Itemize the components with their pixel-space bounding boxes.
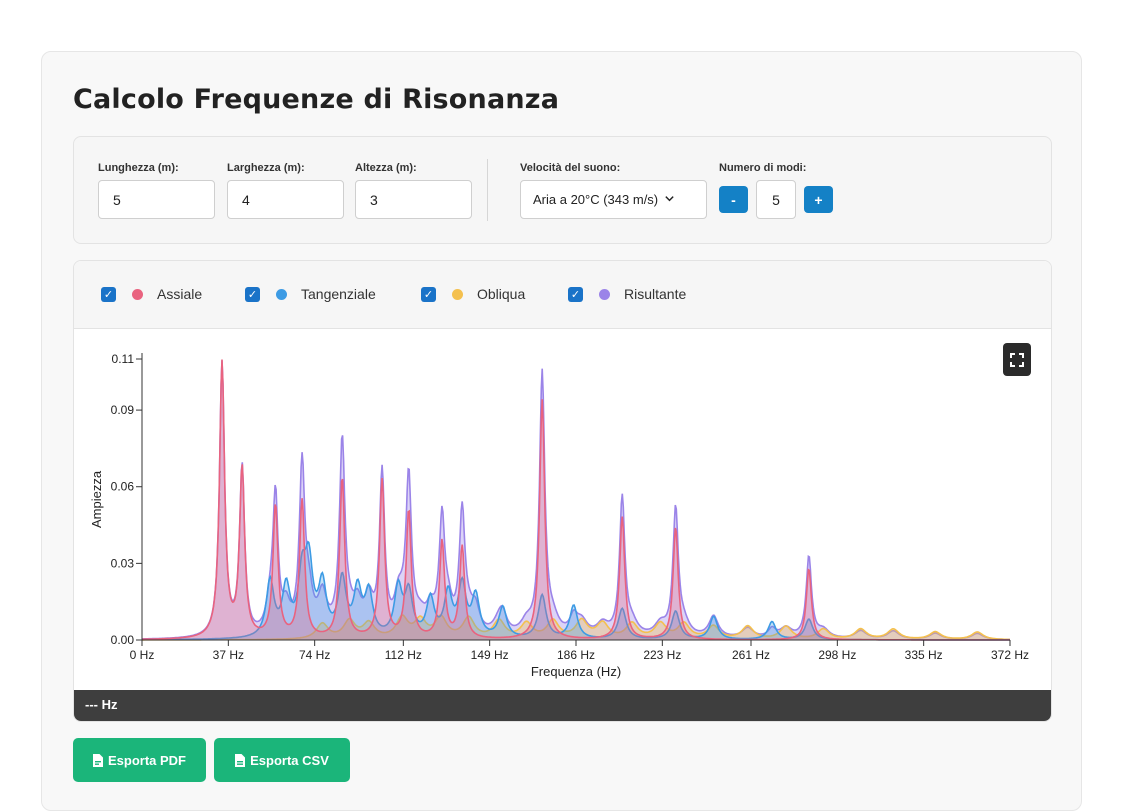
export-pdf-button[interactable]: Esporta PDF	[73, 738, 206, 782]
height-field: Altezza (m):	[355, 162, 472, 219]
sound-speed-field: Velocità del suono: Aria a 20°C (343 m/s…	[520, 162, 707, 219]
export-csv-label: Esporta CSV	[250, 752, 329, 768]
x-tick-label: 74 Hz	[299, 648, 330, 662]
x-tick-label: 112 Hz	[385, 648, 422, 662]
file-csv-icon	[235, 753, 246, 767]
tangenziale-color-dot	[276, 288, 287, 300]
y-axis-label: Ampiezza	[89, 470, 104, 528]
height-label: Altezza (m):	[355, 162, 417, 174]
width-field: Larghezza (m):	[227, 162, 344, 219]
height-input[interactable]	[355, 180, 472, 219]
x-tick-label: 149 Hz	[471, 648, 509, 662]
x-tick-label: 37 Hz	[213, 648, 244, 662]
y-tick-label: 0.09	[111, 403, 135, 417]
export-pdf-label: Esporta PDF	[107, 752, 186, 768]
resonance-calculator-card: Calcolo Frequenze di Risonanza Lunghezza…	[41, 51, 1082, 811]
x-tick-label: 335 Hz	[905, 648, 943, 662]
chart-panel: ✓ Assiale ✓ Tangenziale ✓ Obliqua ✓ Risu…	[73, 260, 1052, 722]
series-legend: ✓ Assiale ✓ Tangenziale ✓ Obliqua ✓ Risu…	[74, 261, 1051, 329]
legend-item-risultante[interactable]: ✓ Risultante	[568, 286, 686, 302]
series-obliqua-line[interactable]	[142, 614, 1010, 641]
chart-area[interactable]: 0 Hz 37 Hz 74 Hz 112 Hz 149 Hz 186 Hz 223 Hz 26…	[74, 329, 1051, 691]
page-title: Calcolo Frequenze di Risonanza	[73, 84, 560, 115]
legend-item-tangenziale[interactable]: ✓ Tangenziale	[245, 286, 376, 302]
length-field: Lunghezza (m):	[98, 162, 215, 219]
y-tick-label: 0.03	[111, 556, 135, 570]
x-tick-label: 372 Hz	[991, 648, 1029, 662]
legend-item-obliqua[interactable]: ✓ Obliqua	[421, 286, 525, 302]
modes-increment-button[interactable]: +	[804, 186, 833, 213]
series-risultante-area[interactable]	[142, 360, 1010, 640]
controls-divider	[487, 159, 488, 221]
x-axis-label: Frequenza (Hz)	[531, 664, 621, 679]
chevron-down-icon	[664, 193, 675, 207]
frequency-readout: --- Hz	[74, 690, 1051, 721]
series-obliqua-area[interactable]	[142, 615, 1010, 640]
obliqua-color-dot	[452, 288, 463, 300]
length-input[interactable]	[98, 180, 215, 219]
check-icon[interactable]: ✓	[245, 286, 260, 302]
controls-panel: Lunghezza (m): Larghezza (m): Altezza (m…	[73, 136, 1052, 244]
width-label: Larghezza (m):	[227, 162, 305, 174]
x-tick-label: 223 Hz	[643, 648, 681, 662]
legend-item-assiale[interactable]: ✓ Assiale	[101, 286, 202, 302]
sound-speed-value: Aria a 20°C (343 m/s)	[533, 192, 659, 207]
modes-label: Numero di modi:	[719, 162, 807, 174]
check-icon[interactable]: ✓	[568, 286, 583, 302]
series-assiale-area[interactable]	[142, 359, 1010, 641]
file-pdf-icon	[92, 753, 103, 767]
series-tangenziale-area[interactable]	[142, 541, 1010, 640]
check-icon[interactable]: ✓	[101, 286, 116, 302]
legend-label-obliqua: Obliqua	[477, 286, 526, 302]
check-icon[interactable]: ✓	[421, 286, 436, 302]
modes-value[interactable]: 5	[756, 180, 796, 219]
x-tick-label: 186 Hz	[557, 648, 595, 662]
y-tick-label: 0.00	[111, 633, 135, 647]
width-input[interactable]	[227, 180, 344, 219]
resonance-chart[interactable]: 0 Hz 37 Hz 74 Hz 112 Hz 149 Hz 186 Hz 223 Hz 26…	[74, 329, 1051, 691]
fullscreen-icon[interactable]	[1003, 343, 1031, 376]
modes-field: Numero di modi: - 5 +	[719, 162, 833, 219]
x-tick-label: 298 Hz	[818, 648, 856, 662]
sound-speed-label: Velocità del suono:	[520, 162, 621, 174]
modes-decrement-button[interactable]: -	[719, 186, 748, 213]
export-csv-button[interactable]: Esporta CSV	[214, 738, 350, 782]
legend-label-assiale: Assiale	[157, 286, 203, 302]
risultante-color-dot	[599, 288, 610, 300]
sound-speed-select[interactable]: Aria a 20°C (343 m/s)	[520, 180, 707, 219]
y-tick-label: 0.11	[112, 352, 135, 366]
length-label: Lunghezza (m):	[98, 162, 179, 174]
assiale-color-dot	[132, 288, 143, 300]
x-tick-label: 0 Hz	[130, 648, 155, 662]
legend-label-tangenziale: Tangenziale	[301, 286, 376, 302]
x-tick-label: 261 Hz	[732, 648, 770, 662]
modes-stepper: - 5 +	[719, 180, 833, 219]
y-tick-label: 0.06	[111, 480, 135, 494]
legend-label-risultante: Risultante	[624, 286, 687, 302]
